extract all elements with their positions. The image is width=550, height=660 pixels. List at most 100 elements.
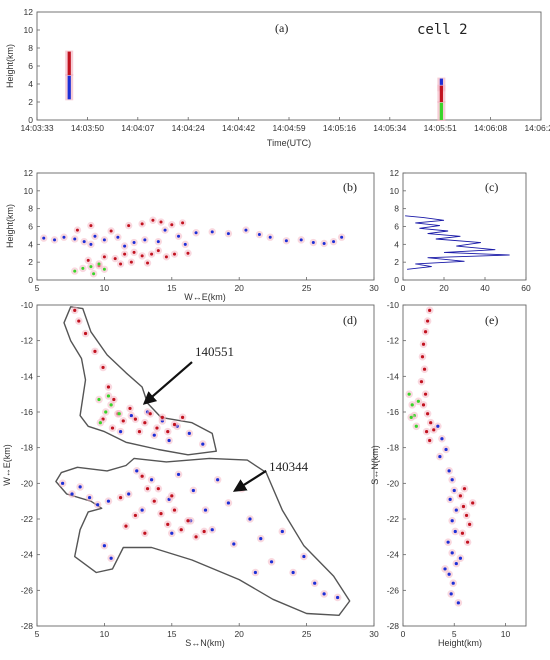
panel-e-label: (e) [485,313,498,327]
d-blue-point [253,570,257,575]
d-ytick-label: -22 [21,514,34,524]
b-red-point [113,257,117,261]
panel-e-ticks: 0 5 10 -28 -26 -24 -22 -20 -18 -16 -14 -12 -10 [387,300,511,639]
d-red-point [166,430,170,434]
d-blue-point [87,496,92,500]
b-blue-point [42,236,46,240]
d-red-point [172,508,177,512]
d-blue-point [259,537,263,541]
a-col1-blue-bar [439,78,443,91]
d-xtick-label: 10 [100,629,110,639]
d-red-point [172,422,177,427]
d-blue-point [170,531,174,535]
panel-d-frame [36,304,375,627]
d-red-point [179,528,183,532]
d-red-point [156,487,160,491]
b-red-point [86,258,90,262]
b-blue-point [244,228,248,232]
b-blue-point [156,240,160,244]
e-red-point [423,392,428,396]
d-red-point [118,496,123,500]
b-red-point [140,254,144,258]
c-xtick-label: 0 [401,283,406,293]
b-blue-point [62,235,66,239]
b-ytick-label: 12 [24,168,34,178]
panel-d-annotations: 140551 140344 [142,344,309,492]
e-blue-point [454,508,458,512]
d-xtick-label: 5 [35,629,40,639]
d-annotation-label: 140551 [195,344,234,359]
b-red-point [151,218,155,222]
e-red-point [419,380,424,384]
d-red-point [133,417,138,421]
b-red-point [181,221,185,225]
b-red-point [109,229,113,233]
d-red-point [83,331,88,336]
a-ytick-label: 6 [28,61,33,71]
b-blue-point [183,242,187,246]
e-red-point [460,531,465,535]
e-blue-point [449,592,453,596]
c-xtick-label: 20 [439,283,449,293]
panel-b: 5 10 15 20 25 30 0 2 4 6 8 10 12 (b) W↔E(km) Height(… [5,168,379,302]
d-blue-point [135,469,139,473]
b-blue-point [123,244,127,248]
a-xtick-label: 14:03:33 [20,123,53,133]
c-profile-line [405,215,510,270]
d-red-point [106,385,111,389]
panel-e-frame [402,304,527,627]
e-green-point [416,399,420,403]
b-blue-point [143,238,147,242]
b-blue-point [53,238,57,242]
d-red-point [128,406,132,411]
d-blue-point [191,488,195,493]
e-blue-point [436,424,440,428]
b-blue-point [82,240,86,244]
b-blue-point [73,237,77,241]
a-xtick-label: 14:06:25 [524,123,550,133]
b-ytick-label: 8 [28,204,33,214]
d-blue-point [106,499,111,503]
panel-a-marks [65,50,446,121]
d-ytick-label: -28 [21,621,34,631]
d-blue-point [313,581,317,585]
d-blue-point [167,438,171,443]
panel-b-label: (b) [343,180,357,194]
b-red-point [129,260,133,264]
d-blue-point [269,560,274,564]
e-ytick-label: -20 [387,478,400,488]
c-xtick-label: 40 [480,283,490,293]
b-red-point [186,251,190,255]
a-xtick-label: 14:05:16 [323,123,356,133]
e-xtick-label: 10 [501,629,511,639]
d-xtick-label: 30 [369,629,379,639]
panel-d-outlines [55,306,351,616]
d-red-point [186,519,190,523]
b-green-point [97,262,101,266]
d-blue-point [78,485,82,489]
b-blue-point [177,234,181,238]
e-red-point [424,430,429,434]
d-green-point [117,412,121,416]
a-xtick-label: 14:04:24 [172,123,205,133]
a-ytick-label: 0 [28,115,33,125]
b-xtick-label: 10 [100,283,110,293]
panel-e-marks [405,306,477,607]
d-blue-point [302,554,306,559]
e-ytick-label: -26 [387,585,400,595]
panel-c-ticks: 0 20 40 60 0 2 4 6 8 10 12 [390,168,531,293]
d-xtick-label: 20 [234,629,244,639]
d-green-point [106,394,111,398]
c-xtick-label: 60 [521,283,531,293]
d-red-point [166,522,170,526]
c-ytick-label: 6 [394,222,399,232]
e-blue-point [450,519,454,523]
b-ytick-label: 10 [24,186,34,196]
b-blue-point [257,233,261,237]
b-green-point [89,265,93,269]
e-blue-point [454,561,458,566]
panel-d: 5 10 15 20 25 30 -28 -26 -24 -22 -20 -18 -16 -14 -12 -1… [2,300,379,648]
e-blue-point [453,529,457,534]
b-red-point [127,224,131,228]
panel-d-label: (d) [343,313,357,327]
